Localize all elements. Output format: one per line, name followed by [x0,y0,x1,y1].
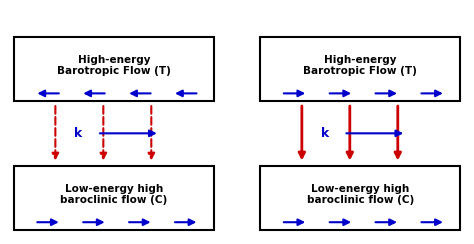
Text: Low-energy high
baroclinic flow (C): Low-energy high baroclinic flow (C) [60,184,167,205]
Text: High-energy
Barotropic Flow (T): High-energy Barotropic Flow (T) [303,55,417,76]
FancyBboxPatch shape [14,165,214,230]
Text: Low-energy high
baroclinic flow (C): Low-energy high baroclinic flow (C) [307,184,414,205]
Text: (a) $Ro \ll 1$: (a) $Ro \ll 1$ [83,0,144,2]
FancyBboxPatch shape [260,165,460,230]
Text: High-energy
Barotropic Flow (T): High-energy Barotropic Flow (T) [57,55,171,76]
Text: k: k [321,127,329,140]
FancyBboxPatch shape [14,37,214,101]
Text: (b) $Ro \sim O(1)$: (b) $Ro \sim O(1)$ [322,0,399,2]
Text: k: k [74,127,82,140]
FancyBboxPatch shape [260,37,460,101]
